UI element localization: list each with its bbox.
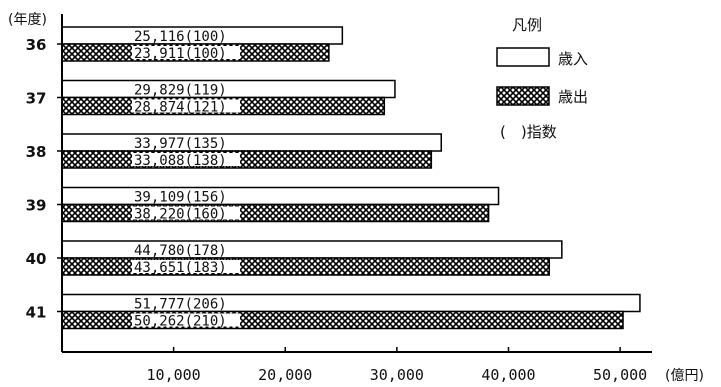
year-tick-label: 40 bbox=[26, 250, 47, 268]
bar-data-label: 50,262(210) bbox=[134, 314, 227, 330]
year-tick-label: 38 bbox=[26, 143, 47, 161]
legend: 凡例 歳入 歳出 ( )指数 bbox=[496, 16, 588, 141]
year-tick-label: 39 bbox=[26, 197, 47, 215]
bar-revenue bbox=[61, 133, 442, 152]
x-tick-label: 50,000 bbox=[593, 366, 647, 384]
bar-data-label: 51,777(206) bbox=[134, 297, 227, 313]
bar-data-label: 44,780(178) bbox=[134, 243, 227, 259]
year-tick-label: 41 bbox=[26, 304, 47, 322]
bar-data-label: 33,977(135) bbox=[134, 136, 227, 152]
bar-label-background bbox=[132, 29, 240, 42]
x-tick-label: 20,000 bbox=[258, 366, 312, 384]
bar-data-label: 28,874(121) bbox=[134, 100, 227, 116]
legend-label-index: ( )指数 bbox=[500, 123, 557, 141]
bar-label-background bbox=[132, 296, 240, 310]
bar-label-background bbox=[132, 82, 240, 96]
bar-expenditure bbox=[61, 203, 490, 223]
year-tick-label: 37 bbox=[26, 90, 47, 108]
bar-data-label: 38,220(160) bbox=[134, 207, 227, 223]
bar-labels-group: 25,116(100)23,911(100) 29,829(119)28,874(… bbox=[132, 29, 240, 330]
legend-label-expenditure: 歳出 bbox=[558, 88, 588, 106]
x-tick-label: 40,000 bbox=[481, 366, 535, 384]
bar-label-background bbox=[132, 260, 240, 273]
bar-data-label: 25,116(100) bbox=[134, 29, 227, 45]
year-labels-group: 36 37 38 39 40 41 bbox=[26, 36, 62, 322]
y-axis-label: (年度) bbox=[8, 12, 47, 28]
x-tick-label: 10,000 bbox=[147, 366, 201, 384]
legend-label-revenue: 歳入 bbox=[558, 50, 588, 68]
bar-label-background bbox=[132, 206, 240, 220]
bar-label-background bbox=[132, 189, 240, 203]
bar-label-background bbox=[132, 136, 240, 149]
bar-expenditure bbox=[61, 150, 433, 169]
bars-group bbox=[61, 26, 641, 330]
legend-swatch-expenditure bbox=[496, 86, 550, 106]
legend-title: 凡例 bbox=[512, 16, 542, 34]
x-axis-label: (億円) bbox=[665, 368, 704, 384]
x-tick-label: 30,000 bbox=[370, 366, 424, 384]
bar-data-label: 43,651(183) bbox=[134, 260, 227, 276]
bar-data-label: 23,911(100) bbox=[134, 46, 227, 62]
bar-data-label: 39,109(156) bbox=[134, 190, 227, 206]
x-ticks-group: 10,000 20,000 30,000 40,000 50,000 bbox=[147, 347, 647, 384]
bar-label-background bbox=[132, 99, 240, 113]
year-tick-label: 36 bbox=[26, 36, 47, 54]
bar-data-label: 29,829(119) bbox=[134, 83, 227, 99]
bar-revenue bbox=[61, 186, 500, 206]
bar-label-background bbox=[132, 153, 240, 166]
bar-label-background bbox=[132, 46, 240, 59]
bar-data-label: 33,088(138) bbox=[134, 153, 227, 169]
legend-swatch-revenue bbox=[496, 47, 550, 67]
bar-label-background bbox=[132, 243, 240, 256]
bar-label-background bbox=[132, 313, 240, 327]
